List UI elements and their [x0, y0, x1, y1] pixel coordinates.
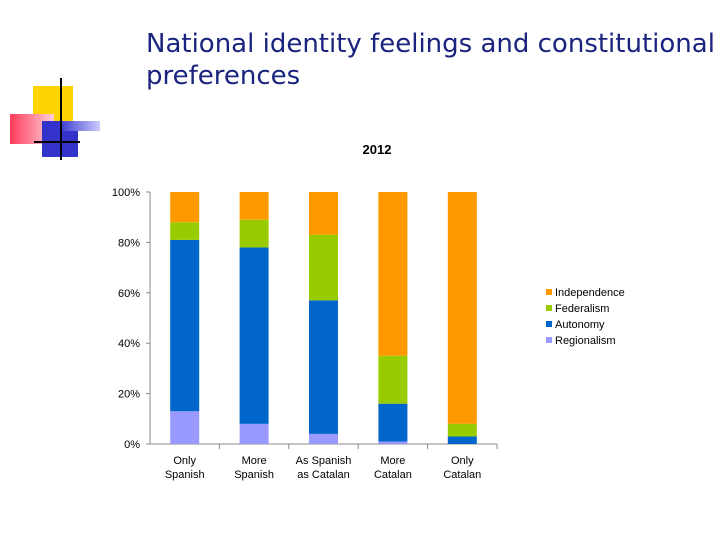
- bar-segment-autonomy: [447, 436, 477, 444]
- x-tick-label: As Spanish: [296, 455, 352, 467]
- y-tick-label: 20%: [118, 389, 140, 401]
- x-tick-label: Only: [173, 455, 196, 467]
- bar-segment-autonomy: [309, 300, 338, 434]
- legend-label-autonomy: Autonomy: [555, 319, 605, 331]
- bar-segment-regionalism: [309, 433, 338, 444]
- bar-segment-autonomy: [170, 239, 200, 412]
- bar-segment-independence: [239, 192, 269, 220]
- x-tick-label: Catalan: [374, 469, 412, 481]
- decor-horizontal-line: [34, 141, 80, 143]
- y-tick-label: 60%: [118, 288, 140, 300]
- bar-segment-independence: [447, 192, 477, 424]
- legend-swatch-federalism: [546, 305, 552, 311]
- bar-segment-regionalism: [378, 441, 408, 444]
- x-tick-label: Catalan: [443, 469, 481, 481]
- legend-swatch-independence: [546, 289, 552, 295]
- bar-segment-independence: [309, 192, 338, 235]
- bar-segment-autonomy: [378, 403, 408, 442]
- slide-title-line-1: National identity feelings and constitut…: [146, 29, 715, 59]
- y-tick-label: 40%: [118, 338, 140, 350]
- bar-segment-regionalism: [239, 423, 269, 444]
- x-tick-label: More: [242, 455, 267, 467]
- legend-label-federalism: Federalism: [555, 303, 609, 315]
- bar-segment-independence: [170, 192, 200, 223]
- legend-swatch-autonomy: [546, 321, 552, 327]
- y-tick-label: 100%: [112, 187, 140, 199]
- legend-label-independence: Independence: [555, 287, 625, 299]
- decor-vertical-line: [60, 78, 62, 160]
- x-tick-label: Spanish: [165, 469, 205, 481]
- slide-title: National identity feelings and constitut…: [146, 28, 716, 92]
- bar-segment-autonomy: [239, 247, 269, 424]
- bar-segment-federalism: [309, 234, 338, 301]
- bar-segment-federalism: [447, 423, 477, 437]
- bar-segment-independence: [378, 192, 408, 356]
- bar-segment-federalism: [239, 219, 269, 248]
- decor-blue-bar: [58, 121, 100, 131]
- slide-title-line-2: preferences: [146, 61, 301, 91]
- legend-swatch-regionalism: [546, 337, 552, 343]
- chart-title: 2012: [363, 142, 392, 157]
- legend-label-regionalism: Regionalism: [555, 335, 616, 347]
- y-tick-label: 80%: [118, 237, 140, 249]
- bar-segment-regionalism: [170, 411, 200, 444]
- x-tick-label: Only: [451, 455, 474, 467]
- x-tick-label: as Catalan: [297, 469, 350, 481]
- x-tick-label: More: [380, 455, 405, 467]
- bar-segment-federalism: [170, 222, 200, 240]
- bar-segment-federalism: [378, 355, 408, 404]
- x-tick-label: Spanish: [234, 469, 274, 481]
- y-tick-label: 0%: [124, 439, 140, 451]
